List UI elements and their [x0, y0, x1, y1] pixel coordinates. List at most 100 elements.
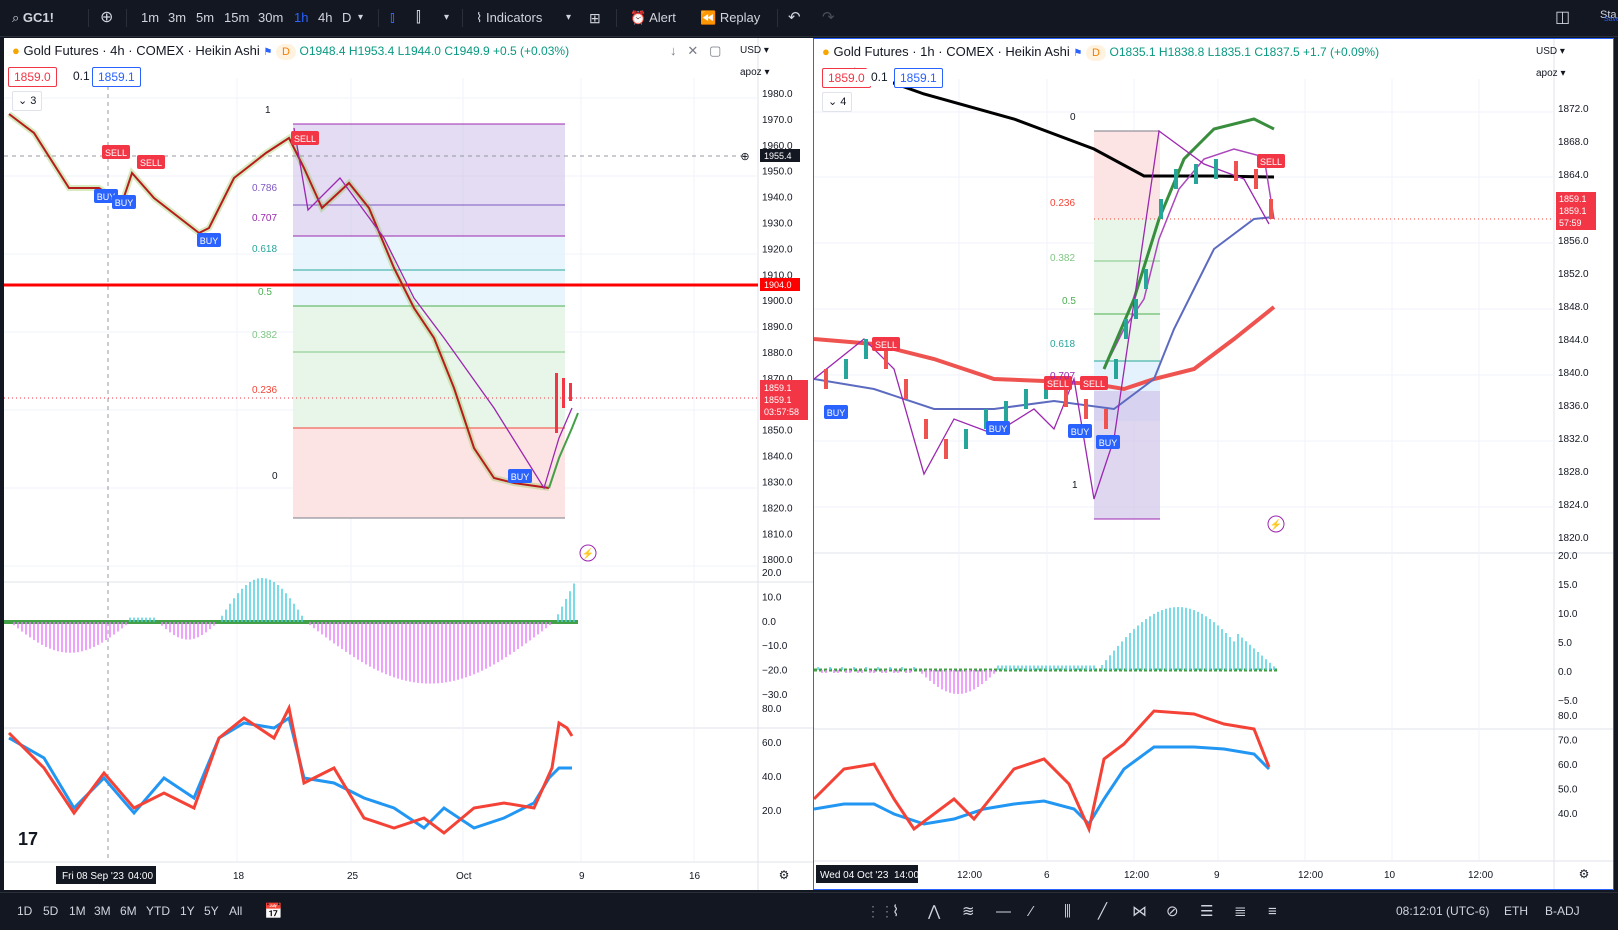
rsi-axis: 80.0 60.0 40.0 20.0	[762, 704, 782, 817]
indicators-toggle[interactable]: ⌄ 3	[12, 91, 43, 111]
chevron-down-icon[interactable]: ▾	[444, 12, 450, 23]
volume-profile-icon[interactable]: ⫼	[1064, 903, 1071, 920]
candle	[1144, 269, 1148, 289]
candle	[1194, 164, 1198, 184]
replay-button[interactable]: ⏪ Replay	[700, 0, 760, 36]
lightning-icon[interactable]	[1267, 515, 1285, 533]
undo-icon[interactable]: ↶	[788, 9, 801, 26]
sidebar-toggle-icon[interactable]: ◫	[1555, 9, 1571, 26]
interval-3m[interactable]: 3m	[168, 10, 187, 25]
range-1y[interactable]: 1Y	[180, 904, 195, 918]
chart-pane-4h[interactable]: 1 0.786 0.707 0.618 0.5 0.382 0.236 0 SE…	[4, 38, 813, 890]
osc-tick: −20.0	[762, 666, 788, 677]
gold-coin-icon: ●	[822, 44, 830, 59]
lightning-icon[interactable]	[579, 544, 597, 562]
chart-canvas-1h[interactable]: SELL BUY BUY SELL SELL BUY BUY SELL 0 0.…	[814, 39, 1613, 889]
data-delay-badge[interactable]: D	[275, 44, 296, 60]
price-axis[interactable]: 1872.01868.01864.01860.01856.01852.01848…	[1558, 104, 1589, 544]
chart-pane-1h[interactable]: SELL BUY BUY SELL SELL BUY BUY SELL 0 0.…	[813, 38, 1614, 890]
wave-pattern-icon[interactable]: ⌇	[892, 903, 900, 920]
fib-retracement-icon[interactable]: ≣	[1234, 903, 1247, 920]
trend-line-icon[interactable]: ⁄	[1030, 903, 1033, 920]
calendar-icon[interactable]: 📅	[264, 903, 283, 920]
range-1m[interactable]: 1M	[69, 904, 86, 918]
clock-label[interactable]: 08:12:01 (UTC-6)	[1396, 904, 1490, 918]
price-tick: 1850.0	[762, 426, 793, 437]
save-label[interactable]: Save	[1604, 16, 1618, 23]
interval-30m[interactable]: 30m	[258, 10, 284, 25]
chart-canvas-4h[interactable]: 1 0.786 0.707 0.618 0.5 0.382 0.236 0 SE…	[4, 38, 813, 890]
candles-icon[interactable]: ⫾	[390, 9, 395, 26]
price-tick: 1844.0	[1558, 335, 1589, 346]
range-3m[interactable]: 3M	[94, 904, 111, 918]
range-ytd[interactable]: YTD	[146, 904, 170, 918]
fib-extension-icon[interactable]: ≡	[1268, 903, 1277, 920]
interval-4h[interactable]: 4h	[318, 10, 333, 25]
range-5y[interactable]: 5Y	[204, 904, 219, 918]
ray-icon[interactable]: ╱	[1098, 903, 1108, 920]
pattern-icon[interactable]: ⋈	[1132, 903, 1147, 920]
session-toggle[interactable]: ETH	[1504, 904, 1528, 918]
abc-pattern-icon[interactable]: ⋀	[928, 903, 941, 920]
buy-price-button[interactable]: 1859.1	[92, 67, 141, 87]
buy-price-button[interactable]: 1859.1	[894, 68, 943, 88]
rsi-tick: 40.0	[1558, 809, 1578, 820]
pitchfork-icon[interactable]: ≋	[962, 903, 975, 920]
scale-mode-select[interactable]: apoz ▾	[740, 67, 770, 78]
scale-mode-select[interactable]: apoz ▾	[1536, 68, 1566, 79]
flag-icon[interactable]: ⚑	[1073, 48, 1083, 59]
long-position-icon[interactable]: ☰	[1200, 903, 1214, 920]
price-tick: 1840.0	[762, 452, 793, 463]
indicators-button[interactable]: ⌇ Indicators	[476, 0, 542, 36]
chevron-down-icon[interactable]: ▾	[566, 12, 572, 23]
bars-icon[interactable]: ⫿	[416, 9, 421, 26]
svg-text:SELL: SELL	[140, 158, 162, 168]
symbol-search[interactable]: ⌕ GC1!	[12, 0, 54, 36]
redo-icon[interactable]: ↷	[822, 9, 835, 26]
currency-select[interactable]: USD ▾	[740, 45, 769, 56]
svg-text:SELL: SELL	[1047, 379, 1069, 389]
flag-icon[interactable]: ⚑	[263, 47, 273, 58]
fib-level-label: 0.236	[252, 385, 277, 396]
layout-grid-icon[interactable]: ⊞	[589, 10, 601, 26]
price-axis[interactable]: 1980.0 1970.0 1960.0 1950.0 1940.0 1930.0 1920…	[762, 89, 793, 566]
interval-d[interactable]: D	[342, 10, 352, 25]
candle	[1159, 199, 1163, 219]
grid	[814, 79, 1554, 861]
rsi-tick: 50.0	[1558, 785, 1578, 796]
series-title[interactable]: Gold Futures · 4h · COMEX · Heikin Ashi	[23, 43, 260, 58]
interval-15m[interactable]: 15m	[224, 10, 250, 25]
interval-1m[interactable]: 1m	[141, 10, 160, 25]
scale-mode-label: apoz	[1536, 68, 1558, 79]
sell-price-button[interactable]: 1859.0	[822, 68, 871, 88]
series-title[interactable]: Gold Futures · 1h · COMEX · Heikin Ashi	[833, 44, 1070, 59]
currency-select[interactable]: USD ▾	[1536, 46, 1565, 57]
maximize-icon[interactable]: ▢	[709, 43, 722, 58]
indicators-toggle[interactable]: ⌄ 4	[822, 92, 853, 112]
settings-gear-icon[interactable]: ⚙	[1579, 867, 1590, 881]
range-5d[interactable]: 5D	[43, 904, 59, 918]
settings-gear-icon[interactable]: ⚙	[779, 868, 790, 882]
add-alert-plus-icon[interactable]: ⊕	[740, 151, 749, 163]
compare-add-icon[interactable]: ⊕	[100, 9, 114, 26]
chevron-down-icon[interactable]: ▾	[358, 12, 364, 23]
pane-controls: ↓ ✕ ▢	[670, 38, 721, 64]
interval-5m[interactable]: 5m	[196, 10, 215, 25]
fib-level-label: 0.236	[1050, 198, 1075, 209]
divider	[126, 9, 127, 27]
ohlc-values: O1835.1 H1838.8 L1835.1 C1837.5 +1.7 (+0…	[1109, 45, 1380, 59]
magnet-icon[interactable]: ⊘	[1166, 903, 1179, 920]
sell-price-button[interactable]: 1859.0	[8, 67, 57, 87]
range-1d[interactable]: 1D	[17, 904, 33, 918]
horizontal-ray-icon[interactable]: —	[996, 903, 1011, 920]
interval-1h[interactable]: 1h	[294, 10, 309, 25]
close-icon[interactable]: ✕	[687, 43, 699, 58]
alert-button[interactable]: ⏰ Alert	[630, 0, 676, 36]
adjustment-toggle[interactable]: B-ADJ	[1545, 904, 1580, 918]
arrow-down-icon[interactable]: ↓	[670, 43, 677, 58]
range-all[interactable]: All	[229, 904, 243, 918]
range-6m[interactable]: 6M	[120, 904, 137, 918]
data-delay-badge[interactable]: D	[1085, 45, 1106, 61]
publish-label[interactable]: Sta	[1600, 9, 1617, 21]
drawing-tools-handle-icon[interactable]: ⋮⋮	[866, 903, 894, 919]
